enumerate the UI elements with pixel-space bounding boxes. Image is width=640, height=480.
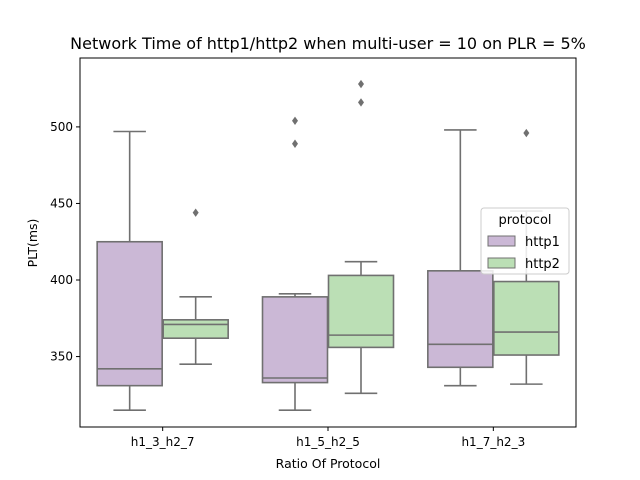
plot-area: 350 400 450 500 h1_3_h2_7 h1_5_h2_5 h1_7_h2_3 p…: [50, 57, 577, 449]
y-tick-label: 450: [50, 196, 73, 210]
x-axis-label: Ratio Of Protocol: [276, 456, 381, 471]
outlier-point: [292, 116, 298, 125]
box-http1: [427, 270, 494, 369]
legend-swatch-http1: [487, 235, 516, 247]
outlier-point: [358, 98, 364, 107]
legend-label-http2: http2: [525, 257, 560, 272]
y-tick-label: 400: [50, 273, 73, 287]
box-http2: [327, 274, 395, 349]
x-tick-label: h1_5_h2_5: [296, 435, 360, 449]
chart-title: Network Time of http1/http2 when multi-u…: [70, 34, 586, 53]
y-axis-label: PLT(ms): [25, 219, 40, 268]
outlier-point: [358, 79, 364, 89]
outlier-point: [292, 139, 298, 148]
box-http1: [96, 240, 163, 387]
legend-title: protocol: [498, 213, 551, 228]
y-tick-label: 500: [50, 120, 73, 134]
legend-swatch-http2: [487, 257, 516, 269]
box-http1: [261, 296, 329, 384]
box-http2: [493, 280, 560, 356]
outlier-point: [192, 208, 199, 217]
y-tick-label: 350: [50, 350, 73, 364]
legend-label-http1: http1: [525, 235, 560, 250]
x-tick-label: h1_7_h2_3: [461, 435, 525, 449]
box-http2: [162, 319, 229, 339]
outlier-point: [523, 128, 530, 138]
x-tick-label: h1_3_h2_7: [131, 435, 195, 449]
